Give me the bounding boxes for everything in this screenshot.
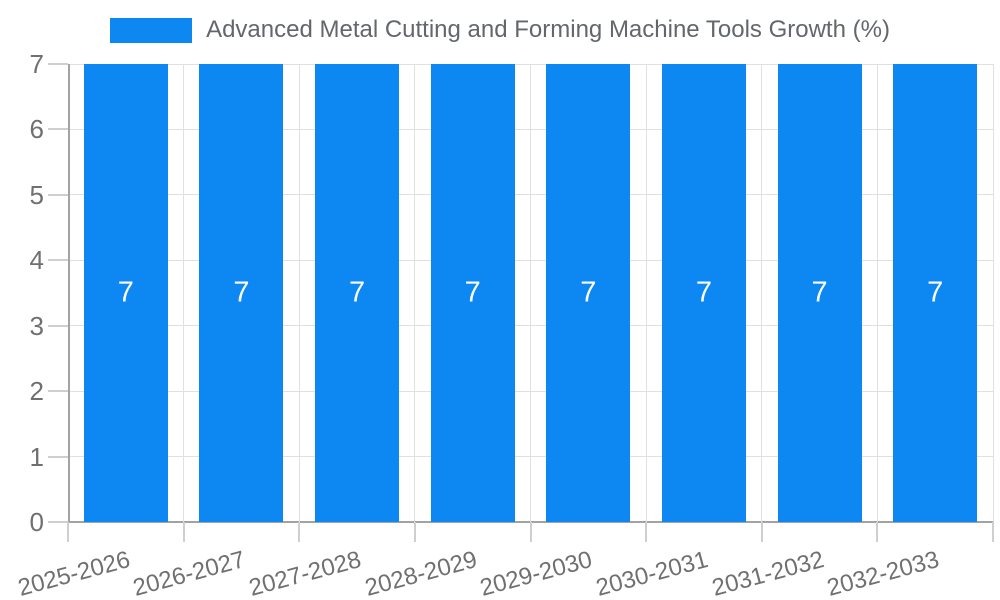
legend[interactable]: Advanced Metal Cutting and Forming Machi… [0,14,1000,46]
legend-label: Advanced Metal Cutting and Forming Machi… [206,16,890,43]
bar[interactable]: 7 [661,64,746,522]
bar-value-label: 7 [580,276,597,309]
gridline-vertical [761,64,763,522]
y-axis-tick-label: 6 [29,114,44,145]
x-tick-mark [876,522,879,542]
gridline-vertical [298,64,300,522]
x-tick-mark [182,522,185,542]
gridline-vertical [876,64,878,522]
y-axis-tick-label: 2 [29,376,44,407]
bar[interactable]: 7 [83,64,168,522]
y-tick-mark [48,128,68,131]
gridline-vertical [645,64,647,522]
y-axis-line [68,64,70,522]
y-axis-tick-label: 3 [29,310,44,341]
x-tick-mark [298,522,301,542]
gridline-vertical [992,64,994,522]
y-axis-tick-label: 1 [29,441,44,472]
bar[interactable]: 7 [546,64,631,522]
y-tick-mark [48,521,68,523]
y-axis-tick-label: 5 [29,179,44,210]
x-tick-mark [67,522,69,542]
gridline-vertical [183,64,185,522]
x-tick-mark [529,522,532,542]
gridline-vertical [530,64,531,522]
plot-area: 7 7 7 7 7 7 7 7 [68,63,994,523]
y-axis-tick-label: 0 [29,507,44,537]
y-tick-mark [48,193,68,196]
bar-value-label: 7 [348,276,366,309]
bar-value-label: 7 [464,276,481,309]
bar[interactable]: 7 [777,64,862,522]
bar[interactable]: 7 [199,64,284,522]
bar-value-label: 7 [927,276,944,309]
y-tick-mark [48,259,68,262]
y-tick-mark [48,390,68,393]
bar[interactable]: 7 [430,64,515,522]
y-axis-tick-label: 7 [29,49,44,79]
bar-value-label: 7 [117,276,134,309]
bar-value-label: 7 [233,276,250,309]
y-tick-mark [48,324,68,327]
gridline-vertical [414,64,416,522]
legend-swatch [110,17,193,43]
y-axis-tick-label: 4 [29,245,44,276]
x-tick-mark [760,522,763,542]
x-tick-mark [413,522,416,542]
x-tick-mark [645,522,648,542]
bar-value-label: 7 [695,276,713,309]
y-tick-mark [48,63,68,65]
bar[interactable]: 7 [893,64,978,522]
x-tick-mark [992,522,994,542]
bar-value-label: 7 [811,276,828,309]
bar[interactable]: 7 [315,64,400,522]
y-tick-mark [48,455,68,458]
